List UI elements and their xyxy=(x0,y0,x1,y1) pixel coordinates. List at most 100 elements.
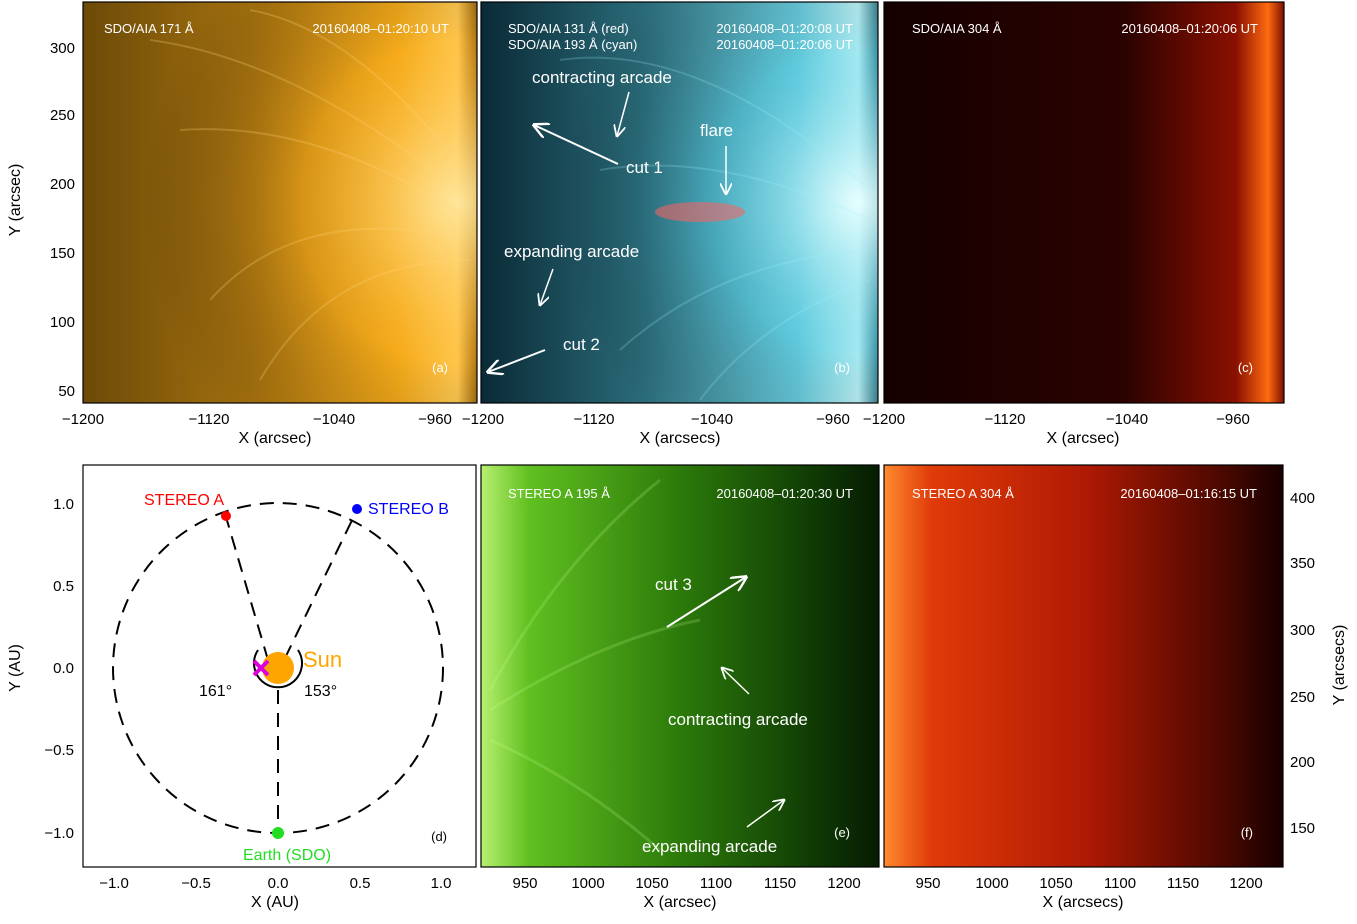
xtick: −1200 xyxy=(462,411,504,428)
annotation-expanding-arcade-e: expanding arcade xyxy=(642,837,777,856)
panel-a-loops xyxy=(149,9,471,381)
ytick: 200 xyxy=(50,176,75,193)
panel-e: STEREO A 195 Å 20160408–01:20:30 UT (e) … xyxy=(480,464,880,911)
panel-e-xlabel: X (arcsec) xyxy=(644,894,717,911)
panel-e-loops xyxy=(488,478,701,852)
xtick: 950 xyxy=(512,875,537,892)
panel-e-label: (e) xyxy=(834,825,850,840)
cross-marker xyxy=(252,659,270,677)
ytick: −1.0 xyxy=(44,825,74,842)
annotation-flare: flare xyxy=(700,121,733,140)
sun-label: Sun xyxy=(303,647,342,672)
panel-b-time-2: 20160408–01:20:06 UT xyxy=(716,37,853,52)
stereo-a-label: STEREO A xyxy=(144,492,224,509)
xtick: −1120 xyxy=(573,411,614,428)
arrow-expanding-e xyxy=(746,800,784,828)
panel-f-image xyxy=(884,465,1283,867)
panel-b-xticks: −1200 −1120 −1040 −960 xyxy=(462,411,850,428)
annotation-cut-3: cut 3 xyxy=(655,575,692,594)
xtick: 1.0 xyxy=(431,875,452,892)
panel-a-frame xyxy=(82,1,478,404)
ytick: 350 xyxy=(1290,555,1315,572)
annotation-expanding-arcade: expanding arcade xyxy=(504,242,639,261)
arrow-contracting xyxy=(617,91,630,136)
panel-d: STEREO A STEREO B Sun Earth (SDO) 161° 1… xyxy=(7,464,477,911)
ytick: 50 xyxy=(58,383,75,400)
panel-d-xlabel: X (AU) xyxy=(251,894,299,911)
stereo-b-marker xyxy=(352,504,362,514)
xtick: −1040 xyxy=(313,411,355,428)
panel-e-image xyxy=(481,465,879,867)
panel-c-label: (c) xyxy=(1238,360,1253,375)
panel-d-xticks: −1.0 −0.5 0.0 0.5 1.0 xyxy=(99,875,451,892)
ytick: 250 xyxy=(50,107,75,124)
panel-e-instrument: STEREO A 195 Å xyxy=(508,486,610,501)
panel-c-xticks: −1200 −1120 −1040 −960 xyxy=(863,411,1250,428)
panel-c-time: 20160408–01:20:06 UT xyxy=(1121,21,1258,36)
ytick: 150 xyxy=(50,245,75,262)
arrow-cut-1 xyxy=(534,125,619,165)
panel-f-label: (f) xyxy=(1241,825,1253,840)
panel-b-frame xyxy=(480,1,879,404)
annotation-contracting-arcade-e: contracting arcade xyxy=(668,710,808,729)
xtick: −1120 xyxy=(188,411,229,428)
xtick: 1100 xyxy=(700,875,732,892)
ytick: 0.0 xyxy=(53,660,74,677)
panel-b-instrument-2: SDO/AIA 193 Å (cyan) xyxy=(508,37,637,52)
panel-f-yticks: 400 350 300 250 200 150 xyxy=(1290,490,1315,837)
panel-a-instrument: SDO/AIA 171 Å xyxy=(104,21,194,36)
angle-b-label: 153° xyxy=(304,683,337,700)
xtick: 1050 xyxy=(635,875,668,892)
ytick: 300 xyxy=(50,40,75,57)
xtick: 950 xyxy=(915,875,940,892)
annotation-contracting-arcade: contracting arcade xyxy=(532,68,672,87)
panel-b-xlabel: X (arcsecs) xyxy=(640,430,721,447)
panel-f-instrument: STEREO A 304 Å xyxy=(912,486,1014,501)
panel-f-ylabel: Y (arcsecs) xyxy=(1331,625,1348,706)
sun-marker xyxy=(262,652,294,684)
panel-a-xlabel: X (arcsec) xyxy=(239,430,312,447)
panel-e-xticks: 950 1000 1050 1100 1150 1200 xyxy=(512,875,860,892)
panel-b-loops xyxy=(559,56,871,401)
xtick: 1150 xyxy=(1167,875,1199,892)
xtick: 1100 xyxy=(1104,875,1136,892)
angle-a-label: 161° xyxy=(199,683,232,700)
panel-c-image xyxy=(884,2,1284,403)
ytick: 400 xyxy=(1290,490,1315,507)
ytick: 0.5 xyxy=(53,578,74,595)
panel-a-limb-glow xyxy=(83,2,477,403)
xtick: 1000 xyxy=(571,875,604,892)
ytick: 150 xyxy=(1290,820,1315,837)
panel-e-frame xyxy=(480,464,880,868)
panel-a: SDO/AIA 171 Å 20160408–01:20:10 UT (a) 3… xyxy=(7,1,478,447)
xtick: −0.5 xyxy=(181,875,211,892)
xtick: −960 xyxy=(816,411,850,428)
stereo-a-marker xyxy=(221,511,231,521)
panel-b-label: (b) xyxy=(834,360,850,375)
xtick: −1200 xyxy=(62,411,104,428)
panel-c-instrument: SDO/AIA 304 Å xyxy=(912,21,1002,36)
panel-f: STEREO A 304 Å 20160408–01:16:15 UT (f) … xyxy=(883,464,1348,911)
panel-f-time: 20160408–01:16:15 UT xyxy=(1120,486,1257,501)
ytick: 200 xyxy=(1290,754,1315,771)
panel-a-ylabel: Y (arcsec) xyxy=(7,164,24,237)
xtick: −1040 xyxy=(1106,411,1148,428)
stereo-b-label: STEREO B xyxy=(368,501,449,518)
xtick: 1150 xyxy=(764,875,796,892)
panel-a-label: (a) xyxy=(432,360,448,375)
ytick: 100 xyxy=(50,314,75,331)
xtick: −960 xyxy=(418,411,452,428)
panel-c-xlabel: X (arcsec) xyxy=(1047,430,1120,447)
arrow-cut-2 xyxy=(488,349,546,372)
panel-c-frame xyxy=(883,1,1285,404)
panel-d-ylabel: Y (AU) xyxy=(7,644,24,692)
panel-f-xticks: 950 1000 1050 1100 1150 1200 xyxy=(915,875,1262,892)
arrow-expanding xyxy=(540,268,554,305)
panel-d-yticks: 1.0 0.5 0.0 −0.5 −1.0 xyxy=(44,496,74,842)
arrow-contracting-e xyxy=(722,668,750,695)
panel-f-frame xyxy=(883,464,1284,868)
arrow-cut-3 xyxy=(666,577,746,628)
ytick: 300 xyxy=(1290,622,1315,639)
xtick: 1050 xyxy=(1039,875,1072,892)
